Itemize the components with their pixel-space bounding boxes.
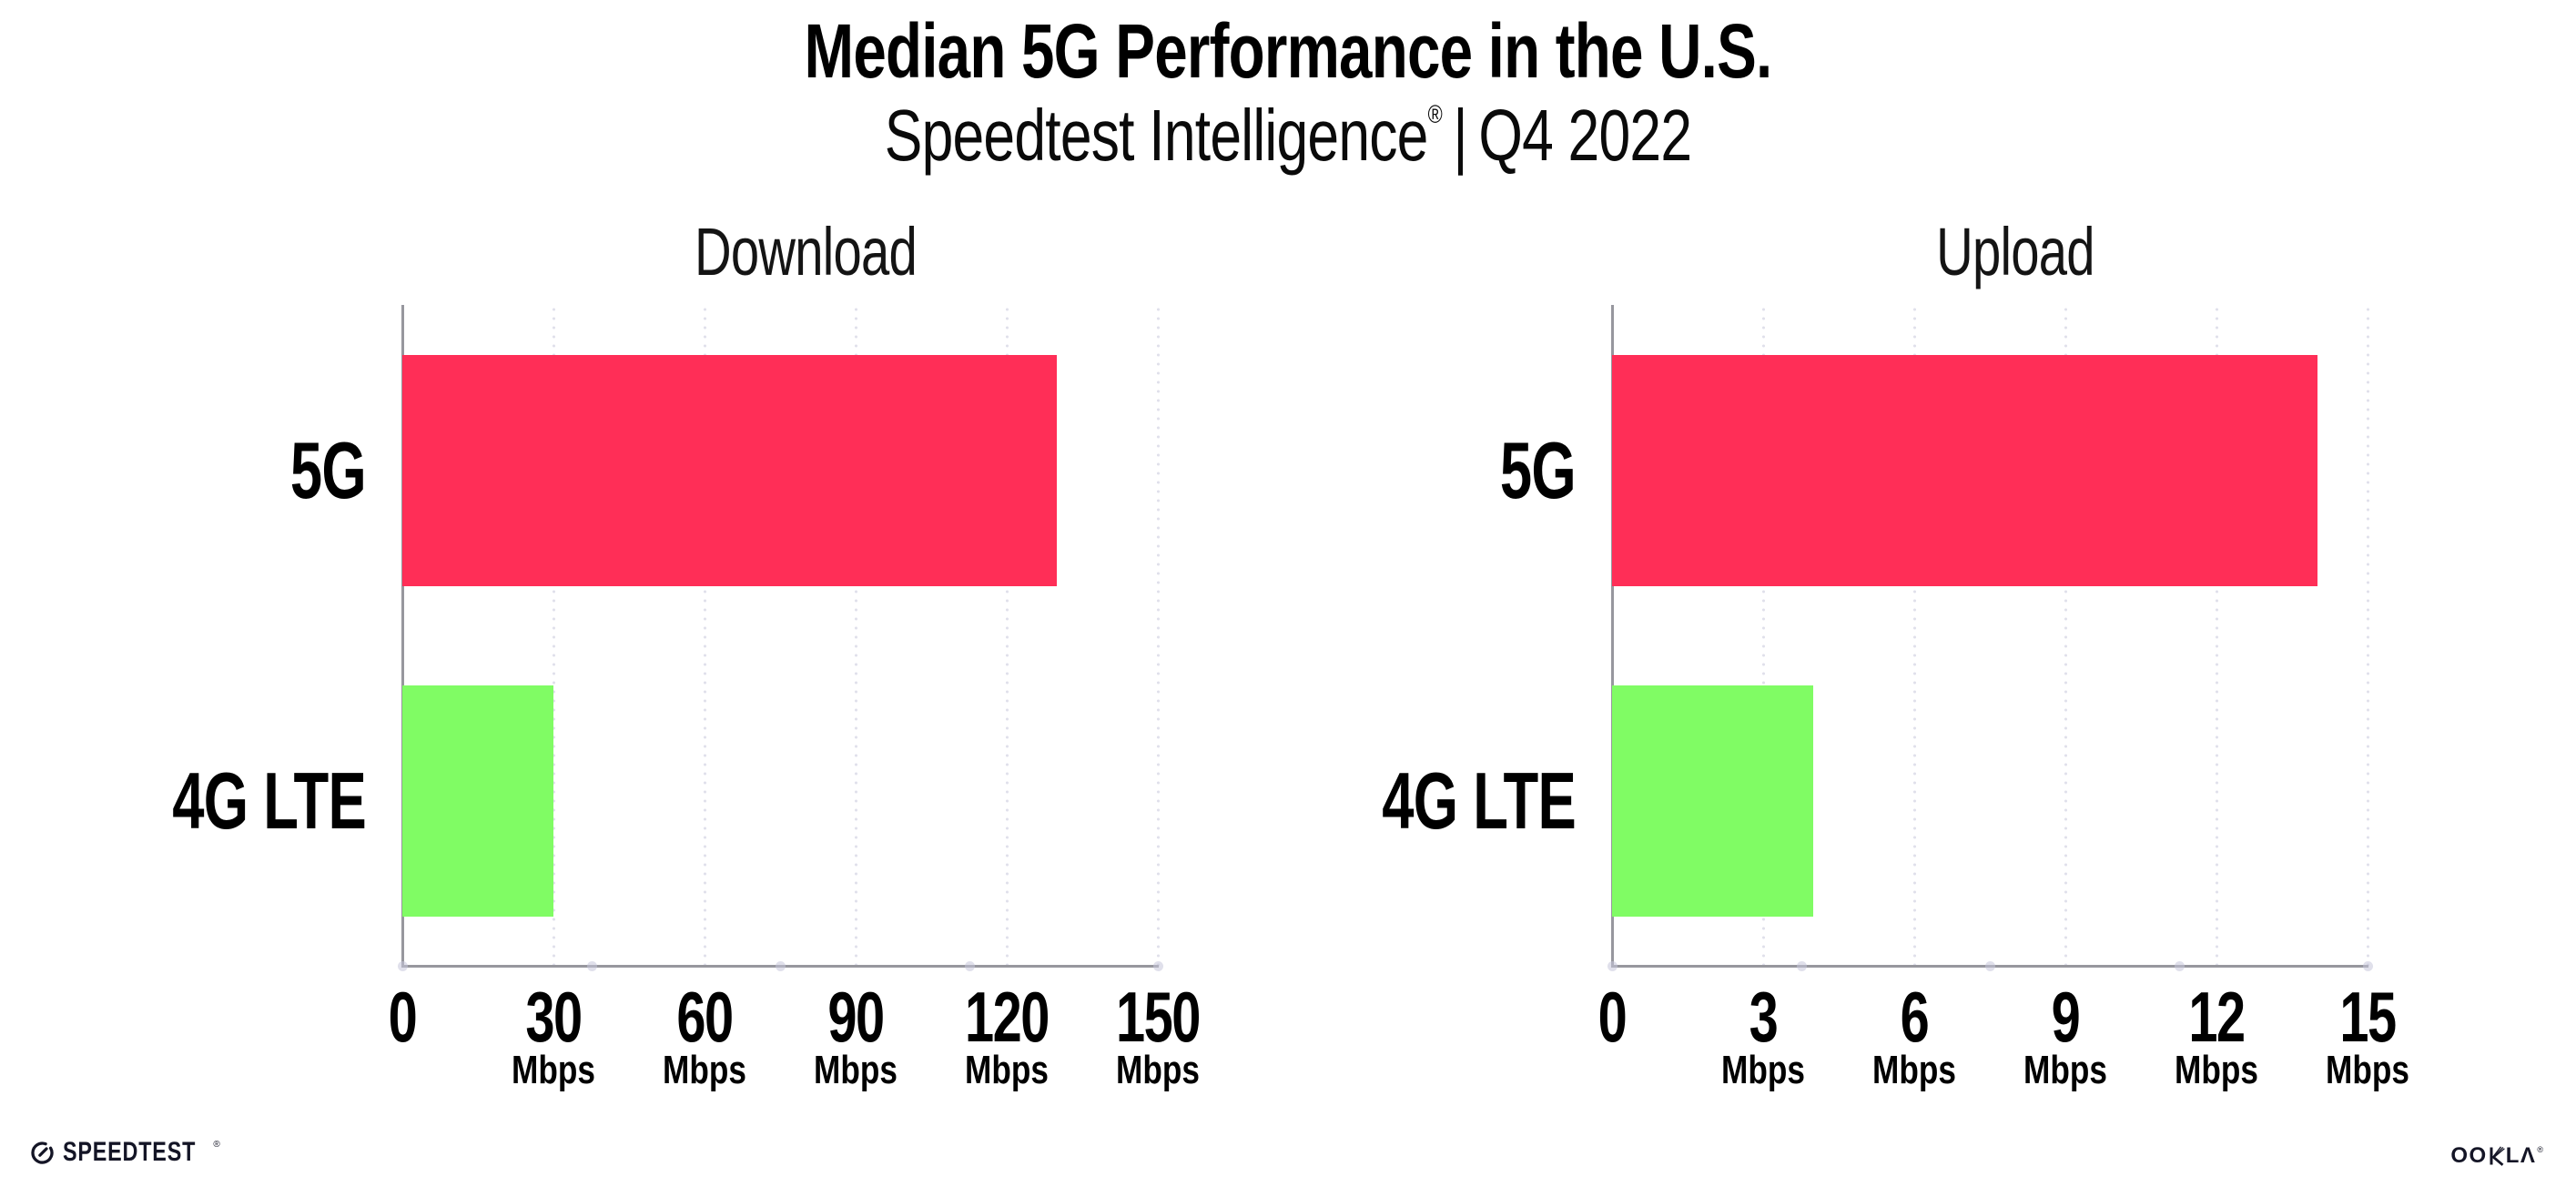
ookla-registered-mark: ®: [2537, 1145, 2543, 1154]
x-tick-unit-label: Mbps: [512, 1048, 595, 1092]
gridline: [2367, 305, 2369, 967]
chart-title-upload: Upload: [1936, 214, 2094, 289]
x-tick-unit-label: Mbps: [965, 1048, 1049, 1092]
x-tick-label: 90: [827, 977, 885, 1057]
axis-tick-dot: [2175, 961, 2185, 971]
x-tick-label: 12: [2188, 977, 2246, 1057]
ookla-logo-text-la: LΛ: [2505, 1143, 2537, 1168]
gridline: [1762, 305, 1765, 967]
speedtest-registered-mark: ®: [213, 1139, 220, 1150]
ookla-logo-text-oo: OO: [2450, 1143, 2488, 1168]
subtitle-brand: Speedtest Intelligence: [884, 95, 1429, 176]
bar-5g: [402, 355, 1057, 586]
subtitle-period: Q4 2022: [1478, 95, 1692, 176]
bar-5g: [1612, 355, 2317, 586]
axis-tick-dot: [1797, 961, 1807, 971]
x-tick-label: 120: [965, 977, 1050, 1057]
x-tick-unit-label: Mbps: [2023, 1048, 2107, 1092]
gridline: [855, 305, 857, 967]
gridline: [2216, 305, 2218, 967]
bar-4g-lte: [402, 685, 553, 917]
speedtest-logo-text: SPEEDTEST: [63, 1137, 197, 1167]
category-label-4g-lte: 4G LTE: [172, 756, 366, 846]
axis-tick-dot: [1607, 961, 1618, 971]
axis-tick-dot: [776, 961, 786, 971]
main-title: Median 5G Performance in the U.S.: [804, 8, 1773, 94]
x-tick-unit-label: Mbps: [1721, 1048, 1805, 1092]
x-tick-unit-label: Mbps: [663, 1048, 746, 1092]
category-label-5g: 5G: [1499, 425, 1577, 515]
x-tick-label: 9: [2051, 977, 2081, 1057]
y-axis-line: [401, 305, 404, 967]
ookla-k-icon: [2490, 1146, 2505, 1166]
x-tick-label: 6: [1900, 977, 1930, 1057]
gridline: [1006, 305, 1009, 967]
gridline: [1157, 305, 1160, 967]
speedtest-logo: SPEEDTEST ®: [30, 1137, 240, 1168]
x-tick-label: 30: [525, 977, 583, 1057]
x-tick-unit-label: Mbps: [2326, 1048, 2409, 1092]
gridline: [704, 305, 706, 967]
subtitle-separator: |: [1453, 95, 1467, 176]
axis-tick-dot: [587, 961, 597, 971]
x-tick-unit-label: Mbps: [814, 1048, 898, 1092]
category-label-5g: 5G: [289, 425, 367, 515]
category-label-4g-lte: 4G LTE: [1382, 756, 1576, 846]
subtitle: Speedtest Intelligence® | Q4 2022: [283, 95, 2292, 177]
chart-title-download: Download: [694, 214, 918, 289]
bar-4g-lte: [1612, 685, 1813, 917]
x-tick-label: 0: [388, 977, 418, 1057]
gridline: [553, 305, 555, 967]
axis-tick-dot: [1153, 961, 1163, 971]
ookla-logo: OO LΛ ®: [2450, 1143, 2543, 1169]
x-tick-label: 60: [676, 977, 734, 1057]
registered-mark-icon: ®: [1427, 100, 1443, 128]
x-tick-label: 3: [1749, 977, 1779, 1057]
x-tick-unit-label: Mbps: [2175, 1048, 2258, 1092]
download-plot-area: [398, 305, 1163, 971]
axis-tick-dot: [965, 961, 975, 971]
speedtest-gauge-icon: [31, 1141, 54, 1164]
x-tick-label: 15: [2339, 977, 2397, 1057]
gridline: [1913, 305, 1916, 967]
gridline: [2064, 305, 2067, 967]
y-axis-line: [1611, 305, 1614, 967]
x-tick-label: 0: [1597, 977, 1628, 1057]
x-tick-label: 150: [1116, 977, 1201, 1057]
axis-tick-dot: [1985, 961, 1995, 971]
upload-plot-area: [1607, 305, 2373, 971]
x-tick-unit-label: Mbps: [1116, 1048, 1200, 1092]
axis-tick-dot: [2363, 961, 2373, 971]
x-tick-unit-label: Mbps: [1872, 1048, 1956, 1092]
axis-tick-dot: [398, 961, 408, 971]
